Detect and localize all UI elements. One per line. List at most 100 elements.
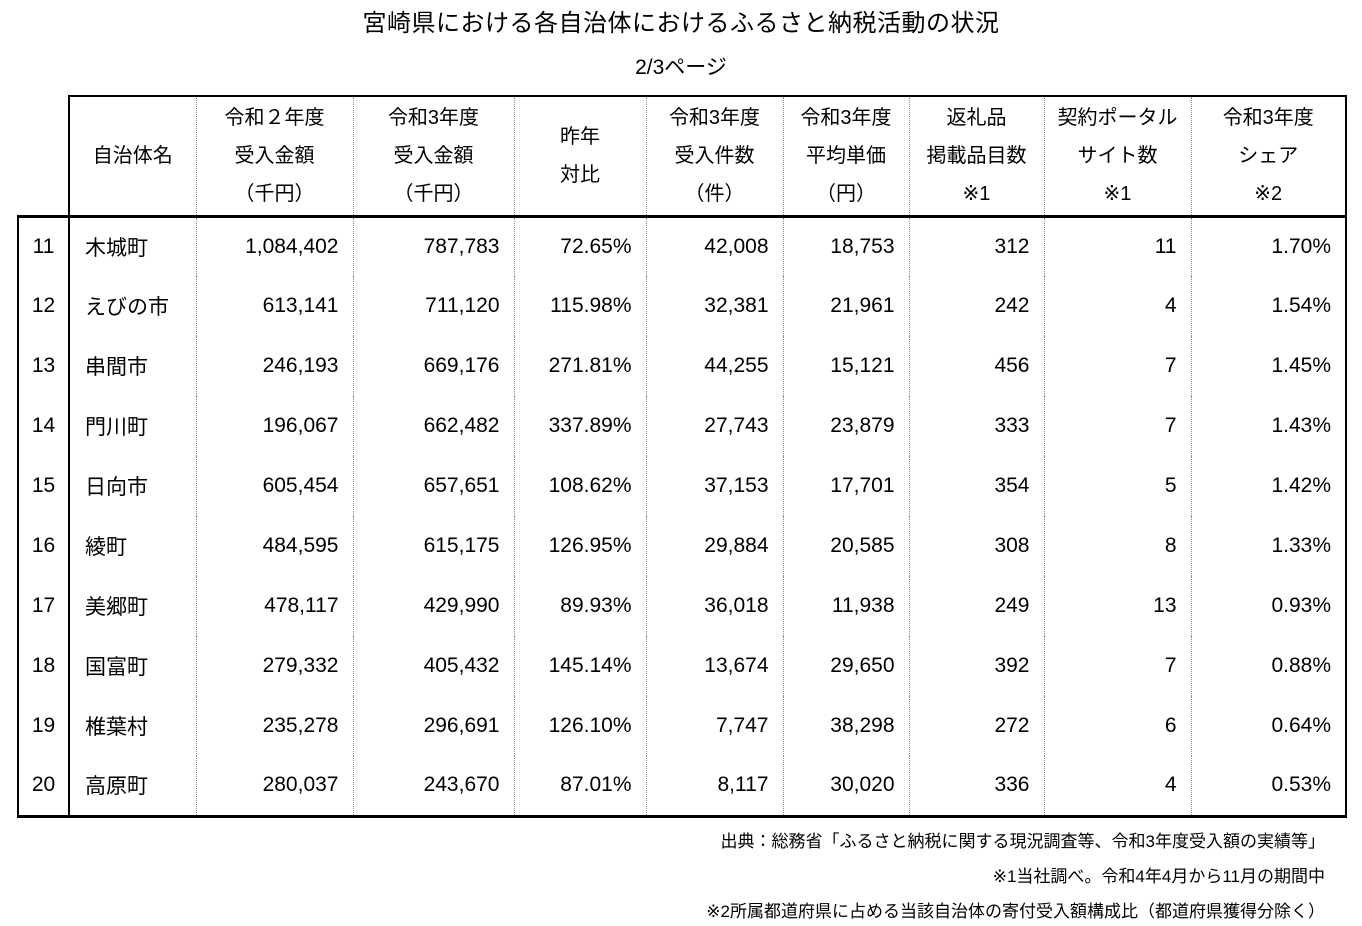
r3_avg-cell: 20,585 xyxy=(782,516,909,576)
yoy-cell: 115.98% xyxy=(513,276,646,336)
table-row: 20 高原町 280,037 243,670 87.01% 8,117 30,020 336 4… xyxy=(17,756,1347,818)
r2_amount-cell: 478,117 xyxy=(195,576,353,636)
share-cell: 1.54% xyxy=(1190,276,1347,336)
items-cell: 336 xyxy=(908,756,1044,818)
name-cell: 椎葉村 xyxy=(68,696,196,756)
r3_count-cell: 8,117 xyxy=(645,756,783,818)
r3_avg-cell: 30,020 xyxy=(782,756,909,818)
header-row: 自治体名 令和２年度 受入金額 （千円） 令和3年度 受入金額 （千円） 昨年 対比 令和3年度受… xyxy=(18,95,1347,218)
portals-cell: 7 xyxy=(1043,636,1191,696)
r3_avg-cell: 11,938 xyxy=(782,576,909,636)
rank-cell: 20 xyxy=(17,756,69,818)
column-header-r3_avg: 令和3年度平均単価 （円） xyxy=(782,95,909,218)
table-row: 17 美郷町 478,117 429,990 89.93% 36,018 11,938 249… xyxy=(17,576,1347,636)
yoy-cell: 72.65% xyxy=(513,216,646,276)
share-cell: 0.93% xyxy=(1190,576,1347,636)
header-line: 対比 xyxy=(560,163,600,186)
rank-cell: 12 xyxy=(17,276,69,336)
rank-cell: 13 xyxy=(17,336,69,396)
name-cell: 綾町 xyxy=(68,516,196,576)
footnotes: 出典：総務省「ふるさと納税に関する現況調査等、令和3年度受入額の実績等」 ※1当… xyxy=(17,824,1335,926)
rank-cell: 19 xyxy=(17,696,69,756)
header-line: 令和3年度 xyxy=(668,106,761,129)
share-cell: 1.70% xyxy=(1190,216,1347,276)
page-indicator: 2/3ページ xyxy=(635,56,727,79)
r2_amount-cell: 196,067 xyxy=(195,396,353,456)
r3_avg-cell: 21,961 xyxy=(782,276,909,336)
table-row: 16 綾町 484,595 615,175 126.95% 29,884 20,585 308… xyxy=(17,516,1347,576)
name-cell: 国富町 xyxy=(68,636,196,696)
items-cell: 392 xyxy=(908,636,1044,696)
table-row: 19 椎葉村 235,278 296,691 126.10% 7,747 38,298 272… xyxy=(17,696,1347,756)
column-header-yoy: 昨年 対比 xyxy=(513,95,646,218)
yoy-cell: 89.93% xyxy=(513,576,646,636)
header-line: 令和3年度 xyxy=(800,106,892,129)
share-cell: 1.33% xyxy=(1190,516,1347,576)
share-cell: 0.64% xyxy=(1190,696,1347,756)
r3_count-cell: 32,381 xyxy=(645,276,783,336)
header-line: 平均単価 xyxy=(806,144,886,167)
header-line: 受入金額 xyxy=(393,144,474,167)
r3_amount-cell: 657,651 xyxy=(352,456,514,516)
page-title: 宮崎県における各自治体におけるふるさと納税活動の状況 xyxy=(362,10,1000,37)
r3_amount-cell: 405,432 xyxy=(352,636,514,696)
header-line: シェア xyxy=(1238,144,1299,167)
r3_count-cell: 42,008 xyxy=(645,216,783,276)
footnote-source: 出典：総務省「ふるさと納税に関する現況調査等、令和3年度受入額の実績等」 xyxy=(720,831,1325,851)
r3_avg-cell: 15,121 xyxy=(782,336,909,396)
r2_amount-cell: 280,037 xyxy=(195,756,353,818)
yoy-cell: 108.62% xyxy=(513,456,646,516)
yoy-cell: 126.10% xyxy=(513,696,646,756)
header-line: 令和3年度 xyxy=(1222,106,1314,129)
items-cell: 308 xyxy=(908,516,1044,576)
table-row: 18 国富町 279,332 405,432 145.14% 13,674 29,650 39… xyxy=(17,636,1347,696)
table-row: 11 木城町 1,084,402 787,783 72.65% 42,008 18,753 3… xyxy=(17,214,1347,276)
r3_amount-cell: 243,670 xyxy=(352,756,514,818)
header-line: ※1 xyxy=(1103,182,1132,205)
r3_count-cell: 37,153 xyxy=(645,456,783,516)
portals-cell: 4 xyxy=(1043,276,1191,336)
header-corner xyxy=(18,96,69,216)
r2_amount-cell: 484,595 xyxy=(195,516,353,576)
rank-cell: 16 xyxy=(17,516,69,576)
column-header-items: 返礼品 掲載品目数 ※1 xyxy=(908,95,1044,218)
column-header-r2_amount: 令和２年度 受入金額 （千円） xyxy=(195,95,353,218)
r2_amount-cell: 246,193 xyxy=(195,336,353,396)
r3_avg-cell: 23,879 xyxy=(782,396,909,456)
table-body: 11 木城町 1,084,402 787,783 72.65% 42,008 18,753 3… xyxy=(17,214,1347,818)
name-cell: 高原町 xyxy=(68,756,196,818)
column-header-r3_amount: 令和3年度 受入金額 （千円） xyxy=(352,95,514,218)
name-cell: えびの市 xyxy=(68,276,196,336)
r3_avg-cell: 18,753 xyxy=(782,216,909,276)
header-line: 契約ポータル xyxy=(1057,106,1178,129)
yoy-cell: 271.81% xyxy=(513,336,646,396)
share-cell: 1.43% xyxy=(1190,396,1347,456)
r3_avg-cell: 29,650 xyxy=(782,636,909,696)
r2_amount-cell: 1,084,402 xyxy=(195,216,353,276)
table-header: 自治体名 令和２年度 受入金額 （千円） 令和3年度 受入金額 （千円） 昨年 対比 令和3年度受… xyxy=(18,95,1347,218)
portals-cell: 6 xyxy=(1043,696,1191,756)
header-line: サイト数 xyxy=(1077,144,1158,167)
column-header-share: 令和3年度 シェア ※2 xyxy=(1190,95,1347,218)
header-line: 掲載品目数 xyxy=(926,144,1027,167)
header-line: 自治体名 xyxy=(92,144,173,167)
items-cell: 312 xyxy=(908,216,1044,276)
r2_amount-cell: 235,278 xyxy=(195,696,353,756)
header-line: （千円） xyxy=(234,182,315,205)
header-line: （円） xyxy=(816,182,876,205)
name-cell: 日向市 xyxy=(68,456,196,516)
yoy-cell: 337.89% xyxy=(513,396,646,456)
header-line: 昨年 xyxy=(560,125,600,148)
r3_amount-cell: 662,482 xyxy=(352,396,514,456)
name-cell: 美郷町 xyxy=(68,576,196,636)
rank-cell: 17 xyxy=(17,576,69,636)
r2_amount-cell: 279,332 xyxy=(195,636,353,696)
r3_count-cell: 29,884 xyxy=(645,516,783,576)
rank-cell: 18 xyxy=(17,636,69,696)
r3_avg-cell: 17,701 xyxy=(782,456,909,516)
header-line: （件） xyxy=(684,182,745,205)
portals-cell: 7 xyxy=(1043,336,1191,396)
r3_avg-cell: 38,298 xyxy=(782,696,909,756)
r3_amount-cell: 429,990 xyxy=(352,576,514,636)
